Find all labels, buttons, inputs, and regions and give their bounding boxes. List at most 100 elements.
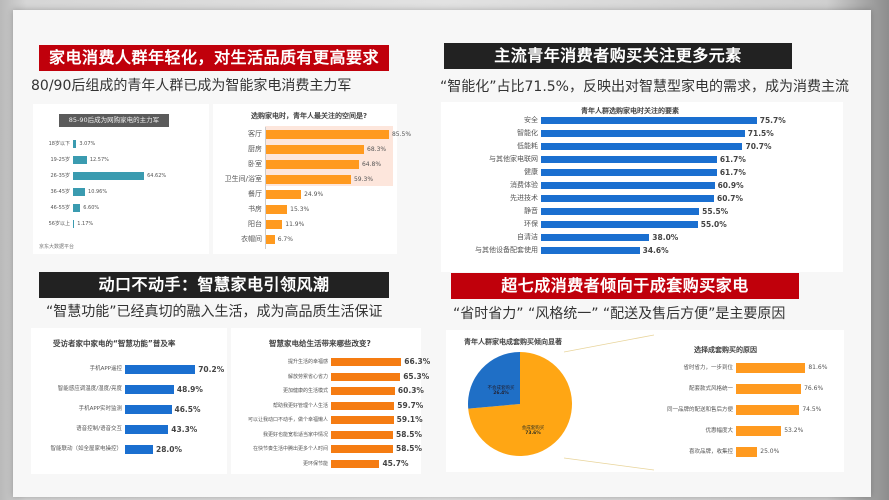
smart-feature-title: 受访者家中家电的“智慧功能”普及率 — [53, 339, 176, 348]
pie-slice-will-bundle — [468, 352, 572, 456]
bundle-pie-chart — [468, 352, 572, 456]
bar-label: 先进技术 — [510, 194, 538, 202]
room-chart-title: 选购家电时，青年人最关注的空间是? — [251, 112, 368, 120]
bar-label: 36-45岁 — [50, 189, 70, 195]
bar — [265, 220, 283, 229]
life-change-panel: 智慧家电给生活带来哪些改变? 提升生活的幸福感 66.3% 解放劳累省心省力 65.3… — [231, 328, 430, 474]
bar — [331, 358, 402, 366]
bar-value: 3.07% — [79, 141, 96, 147]
bar-label: 同一品牌的配送和售后方便 — [666, 407, 733, 413]
life-change-title: 智慧家电给生活带来哪些改变? — [269, 339, 371, 348]
bar-value: 10.96% — [88, 189, 108, 195]
bar-label: 更加健康的生活模式 — [282, 388, 328, 394]
bar — [541, 117, 757, 124]
bar-value: 55.5% — [702, 207, 729, 216]
bar — [736, 363, 806, 373]
bar-label: 卧室 — [248, 160, 262, 168]
bar-value: 55.0% — [700, 220, 727, 229]
bar-label: 客厅 — [248, 130, 262, 138]
bar-value: 68.3% — [367, 146, 387, 153]
bar-value: 45.7% — [382, 458, 409, 468]
bar — [73, 204, 81, 212]
bar-label: 手机APP遥控 — [89, 366, 122, 372]
bar-value: 64.62% — [147, 173, 167, 179]
bar — [265, 160, 359, 169]
pie-chart-title: 青年人群家电成套购买倾向显著 — [464, 338, 562, 346]
pie-connector-lines — [564, 334, 654, 471]
bar-value: 58.5% — [396, 429, 423, 439]
bar — [265, 130, 389, 139]
bar — [125, 365, 196, 374]
bar — [541, 130, 745, 137]
q1-subtitle: 80/90后组成的青年人群已成为智能家电消费主力军 — [31, 78, 352, 94]
bar — [73, 156, 87, 164]
bar-label: 安全 — [524, 116, 538, 124]
bar-value: 59.1% — [396, 415, 423, 424]
pie-label-wont: 不会成套购买 26.4% — [487, 386, 515, 396]
bar — [331, 401, 395, 410]
room-chart-panel: 选购家电时，青年人最关注的空间是? 客厅 85.5% 厨房 68.3% 卧室 64.8% 卫… — [213, 104, 411, 254]
bar-label: 静音 — [524, 207, 538, 215]
bar-label: 省时省力，一步到位 — [683, 365, 733, 371]
bar-value: 71.5% — [747, 129, 774, 138]
q3-banner: 动口不动手：智慧家电引领风潮 — [39, 272, 389, 298]
bar — [125, 425, 169, 434]
bar-label: 手机APP实时监测 — [78, 406, 122, 412]
bar — [541, 169, 717, 176]
bar — [265, 145, 365, 154]
bar — [265, 175, 351, 184]
bar-value: 24.9% — [304, 191, 324, 198]
bar-label: 解放劳累省心省力 — [287, 373, 328, 380]
bar — [331, 430, 393, 439]
bar-value: 38.0% — [652, 233, 679, 242]
bar — [736, 405, 800, 415]
bar — [541, 247, 640, 254]
q4-subtitle: “省时省力” “风格统一” “配送及售后方便”是主要原因 — [453, 306, 786, 322]
bar-label: 可以让我动口不动手，做个幸福懒人 — [247, 417, 328, 423]
pie-label-will: 会成套购买 73.6% — [521, 426, 545, 436]
bar — [331, 459, 380, 468]
bar-value: 46.5% — [174, 405, 201, 414]
bar-value: 65.3% — [403, 371, 430, 381]
bar — [125, 385, 174, 394]
bar — [541, 182, 715, 189]
bar-label: 配套款式风格统一 — [688, 386, 733, 392]
bar — [331, 387, 395, 395]
bar-label: 我更好也能宽松适当家中情况 — [262, 431, 328, 438]
bar — [736, 426, 782, 436]
bar-label: 喜欢品牌，收集控 — [688, 449, 733, 455]
bar-label: 优惠幅度大 — [705, 428, 733, 434]
bar — [331, 372, 401, 381]
bar — [541, 234, 650, 241]
bar-value: 74.5% — [802, 406, 822, 413]
bar-label: 在快节奏生活中腾出更多个人时间 — [252, 446, 328, 452]
bar-label: 46-55岁 — [50, 205, 70, 211]
bar-label: 与其他家电联网 — [489, 155, 538, 163]
bar — [73, 220, 75, 228]
bar-label: 56岁以上 — [48, 221, 70, 227]
slide: 家电消费人群年轻化，对生活品质有更高要求 80/90后组成的青年人群已成为智能家… — [13, 10, 871, 497]
bar-label: 书房 — [248, 205, 262, 213]
bar — [541, 208, 700, 215]
bar-label: 19-25岁 — [50, 157, 70, 163]
factor-chart-panel: 青年人群选购家电时关注的要素 安全 75.7% 智能化 71.5% 低能耗 70.7% 与其… — [441, 102, 843, 272]
bar-value: 25.0% — [760, 448, 780, 455]
bar-value: 81.6% — [808, 364, 828, 371]
bar-value: 60.3% — [397, 386, 424, 395]
bar-value: 6.60% — [83, 205, 100, 211]
bar-label: 餐厅 — [248, 190, 262, 198]
bar-value: 59.7% — [397, 400, 424, 410]
age-chart-panel: 85-90后成为网购家电的主力军 18岁以下 3.07% 19-25岁 12.57% 2… — [33, 104, 209, 254]
age-chart-title: 85-90后成为网购家电的主力军 — [59, 114, 169, 127]
bar-label: 衣帽间 — [241, 235, 262, 243]
bar-value: 11.9% — [285, 221, 305, 228]
bar-label: 提升生活的幸福感 — [287, 359, 328, 365]
bar-value: 85.5% — [391, 131, 412, 138]
bar — [265, 205, 288, 214]
bar-value: 61.7% — [719, 155, 746, 164]
bar — [541, 143, 743, 150]
bar-value: 61.7% — [719, 168, 746, 177]
bar — [265, 235, 275, 244]
bar-label: 智能感应调温度/湿度/亮度 — [57, 386, 122, 392]
bar-label: 阳台 — [248, 220, 262, 228]
